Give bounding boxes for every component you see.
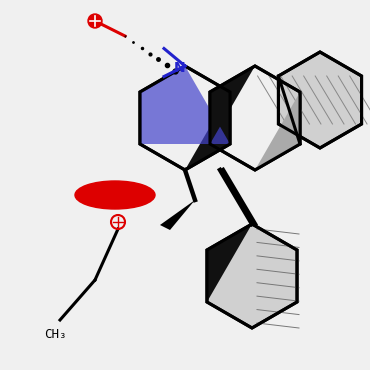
Polygon shape <box>207 224 252 302</box>
Ellipse shape <box>75 181 155 209</box>
Text: CH₃: CH₃ <box>44 328 66 341</box>
Polygon shape <box>140 66 230 144</box>
Circle shape <box>88 14 102 28</box>
Polygon shape <box>210 66 255 144</box>
Polygon shape <box>255 92 300 170</box>
Polygon shape <box>207 224 297 328</box>
Polygon shape <box>185 92 230 170</box>
Text: N: N <box>174 61 186 75</box>
Polygon shape <box>160 200 195 230</box>
Polygon shape <box>279 52 361 148</box>
